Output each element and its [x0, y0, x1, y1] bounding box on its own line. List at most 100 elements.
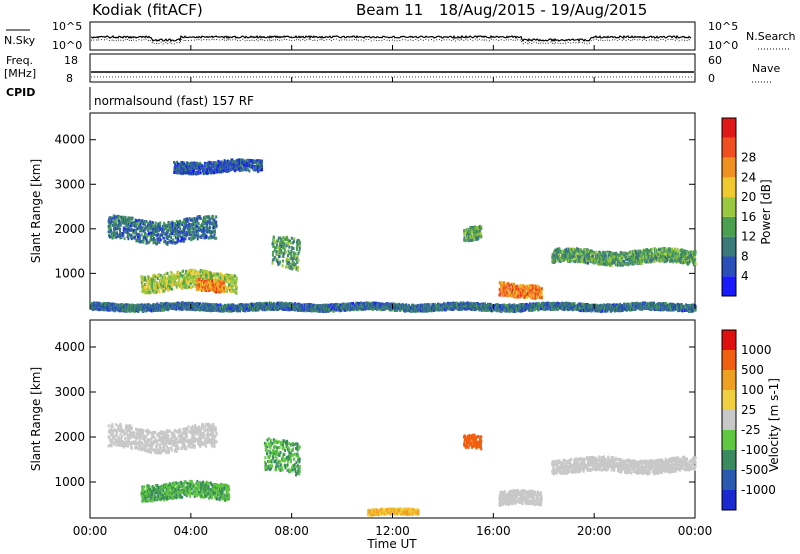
scatter-cell [234, 169, 237, 173]
scatter-cell [213, 161, 216, 165]
scatter-cell [108, 235, 111, 239]
scatter-cell [185, 221, 187, 225]
scatter-cell [601, 254, 604, 258]
scatter-cell [110, 229, 113, 233]
scatter-cell [606, 250, 609, 254]
scatter-cell [135, 239, 138, 243]
scatter-cell [290, 241, 292, 245]
scatter-cell [582, 250, 585, 254]
scatter-cell [144, 289, 147, 293]
scatter-cell [235, 279, 238, 283]
scatter-cell [110, 219, 113, 223]
scatter-cell [603, 255, 606, 259]
scatter-cell [469, 235, 472, 239]
scatter-cell [665, 256, 668, 260]
scatter-cell [647, 259, 650, 263]
scatter-cell [156, 238, 159, 241]
scatter-cell [240, 158, 242, 162]
scatter-cell [166, 302, 169, 306]
scatter-cell [573, 247, 576, 251]
scatter-cell [170, 283, 173, 287]
scatter-cell [686, 254, 689, 257]
scatter-cell [168, 275, 171, 279]
scatter-cell [595, 259, 598, 262]
scatter-cell [153, 240, 156, 244]
scatter-cell [156, 230, 159, 234]
freq-tick-low: 8 [66, 72, 73, 85]
noise-tick-low-left: 10^0 [52, 39, 82, 52]
scatter-cell [246, 306, 249, 310]
scatter-cell [251, 159, 254, 163]
scatter-cell [521, 289, 524, 292]
scatter-cell [288, 260, 291, 264]
scatter-cell [156, 274, 159, 278]
scatter-cell [648, 249, 651, 253]
scatter-cell [198, 215, 201, 218]
scatter-cell [188, 285, 191, 289]
scatter-cell [192, 237, 195, 241]
scatter-cell [470, 238, 473, 242]
scatter-cell [161, 284, 164, 288]
scatter-cell [189, 233, 192, 237]
scatter-cell [192, 227, 195, 230]
scatter-cell [217, 159, 220, 163]
scatter-cell [540, 287, 543, 291]
scatter-cell [190, 279, 193, 283]
scatter-cell [221, 282, 224, 286]
scatter-cell [167, 287, 170, 291]
scatter-cell [178, 275, 181, 278]
scatter-cell [278, 251, 281, 255]
scatter-cell [213, 222, 216, 226]
scatter-cell [474, 233, 477, 237]
scatter-cell [199, 235, 202, 239]
scatter-cell [132, 220, 135, 224]
scatter-cell [188, 217, 191, 220]
scatter-cell [189, 277, 192, 281]
scatter-cell [190, 171, 193, 175]
scatter-cell [177, 281, 180, 285]
scatter-cell [629, 255, 631, 259]
scatter-cell [219, 272, 222, 276]
scatter-cell [686, 260, 689, 264]
scatter-cell [130, 228, 133, 232]
scatter-cell [151, 282, 154, 286]
scatter-cell [221, 170, 224, 174]
scatter-cell [149, 239, 152, 243]
scatter-cell [222, 284, 225, 288]
scatter-cell [653, 247, 656, 251]
scatter-cell [235, 166, 238, 170]
scatter-cell [187, 218, 190, 222]
scatter-cell [208, 281, 211, 285]
scatter-cell [525, 287, 528, 291]
scatter-cell [503, 282, 505, 286]
scatter-cell [132, 231, 135, 235]
scatter-cell [197, 169, 200, 173]
scatter-cell [185, 163, 188, 167]
scatter-cell [163, 228, 166, 232]
scatter-cell [115, 235, 118, 239]
scatter-cell [166, 282, 169, 286]
scatter-cell [218, 308, 221, 312]
scatter-cell [533, 284, 536, 288]
scatter-cell [211, 226, 214, 230]
scatter-cell [532, 293, 535, 297]
freq-unit-label: [MHz] [4, 67, 36, 80]
scatter-cell [531, 284, 534, 288]
nsky-trace [90, 34, 692, 43]
scatter-cell [143, 233, 146, 237]
scatter-cell [563, 254, 566, 258]
scatter-cell [140, 229, 143, 233]
scatter-cell [182, 239, 185, 243]
scatter-cell [184, 226, 187, 230]
scatter-cell [116, 232, 119, 236]
scatter-cell [475, 235, 478, 239]
scatter-cell [277, 261, 279, 265]
scatter-cell [123, 227, 126, 231]
scatter-cell [134, 304, 137, 308]
scatter-cell [165, 227, 168, 231]
scatter-cell [205, 289, 208, 293]
scatter-cell [615, 252, 618, 256]
scatter-cell [154, 221, 157, 225]
scatter-cell [694, 252, 697, 256]
scatter-cell [285, 259, 288, 263]
